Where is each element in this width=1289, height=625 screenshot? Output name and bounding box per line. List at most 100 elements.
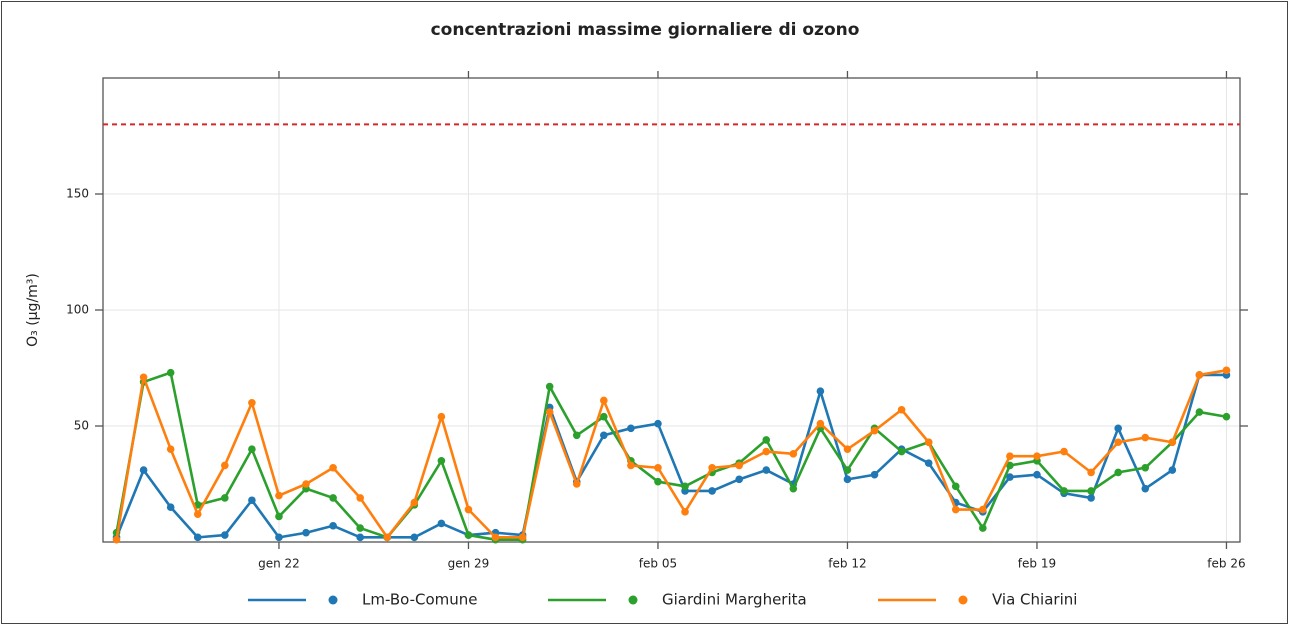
data-point bbox=[600, 412, 608, 421]
data-point bbox=[1087, 468, 1095, 477]
data-point bbox=[518, 533, 527, 542]
legend-label: Giardini Margherita bbox=[662, 591, 807, 609]
x-tick-label: feb 05 bbox=[639, 557, 677, 571]
data-point bbox=[1087, 487, 1095, 495]
data-point bbox=[1168, 466, 1177, 474]
data-point bbox=[870, 470, 879, 479]
data-point bbox=[762, 447, 771, 456]
data-point bbox=[248, 445, 256, 454]
data-point bbox=[302, 480, 310, 488]
data-point bbox=[1195, 371, 1204, 379]
legend-marker bbox=[958, 595, 968, 605]
data-point bbox=[356, 524, 364, 532]
data-point bbox=[1060, 487, 1068, 495]
data-point bbox=[221, 461, 229, 470]
data-point bbox=[1195, 408, 1204, 416]
data-point bbox=[221, 531, 229, 539]
data-point bbox=[166, 503, 175, 512]
data-point bbox=[166, 445, 175, 454]
data-point bbox=[600, 396, 608, 405]
series-line bbox=[115, 371, 1227, 541]
data-point bbox=[329, 521, 337, 530]
data-point bbox=[843, 466, 852, 474]
data-point bbox=[1006, 461, 1014, 470]
data-point bbox=[491, 533, 500, 542]
data-point bbox=[166, 368, 175, 377]
data-point bbox=[789, 484, 798, 493]
data-point bbox=[1222, 412, 1231, 421]
data-point bbox=[275, 491, 283, 500]
data-point bbox=[924, 459, 933, 467]
data-point bbox=[627, 424, 635, 433]
data-point bbox=[1060, 447, 1068, 456]
plot-frame bbox=[102, 77, 1241, 543]
data-point bbox=[139, 466, 148, 474]
x-tick-label: feb 26 bbox=[1207, 557, 1245, 571]
data-point bbox=[275, 512, 283, 521]
data-point bbox=[762, 466, 771, 474]
data-point bbox=[1114, 424, 1122, 433]
data-point bbox=[193, 510, 202, 518]
legend-marker bbox=[328, 595, 338, 605]
data-point bbox=[654, 463, 662, 472]
legend-marker bbox=[628, 595, 638, 605]
data-point bbox=[356, 494, 364, 502]
data-point bbox=[275, 533, 283, 542]
data-point bbox=[1033, 452, 1041, 460]
data-point bbox=[1141, 463, 1150, 472]
data-point bbox=[356, 533, 364, 542]
data-point bbox=[951, 482, 960, 491]
data-point bbox=[572, 480, 581, 488]
data-point bbox=[681, 508, 689, 516]
legend-label: Lm-Bo-Comune bbox=[362, 591, 478, 609]
x-tick-label: gen 29 bbox=[448, 557, 490, 571]
data-point bbox=[221, 494, 229, 502]
data-point bbox=[383, 533, 392, 542]
data-point bbox=[708, 487, 716, 495]
data-point bbox=[1141, 433, 1150, 442]
chart-title: concentrazioni massime giornaliere di oz… bbox=[431, 20, 860, 40]
data-point bbox=[735, 461, 743, 470]
y-tick-label: 100 bbox=[66, 303, 89, 317]
data-point bbox=[112, 535, 121, 544]
data-point bbox=[681, 482, 689, 491]
x-tick-label: gen 22 bbox=[258, 557, 300, 571]
data-point bbox=[627, 461, 635, 470]
data-point bbox=[1006, 452, 1014, 460]
data-point bbox=[654, 477, 662, 486]
data-point bbox=[193, 533, 202, 542]
data-point bbox=[816, 387, 825, 396]
y-tick-label: 150 bbox=[66, 187, 89, 201]
data-point bbox=[654, 419, 662, 428]
data-point bbox=[1141, 484, 1150, 493]
data-point bbox=[951, 505, 960, 514]
data-point bbox=[1087, 494, 1095, 502]
x-tick-label: feb 12 bbox=[828, 557, 866, 571]
data-point bbox=[302, 528, 310, 537]
data-point bbox=[1222, 366, 1231, 375]
data-point bbox=[464, 505, 473, 514]
data-point bbox=[843, 445, 852, 454]
data-point bbox=[789, 450, 798, 458]
data-point bbox=[410, 533, 419, 542]
y-axis-label: O₃ (μg/m³) bbox=[25, 273, 41, 347]
legend-label: Via Chiarini bbox=[992, 591, 1077, 609]
data-point bbox=[437, 412, 446, 421]
data-point bbox=[139, 373, 148, 382]
data-point bbox=[897, 405, 906, 414]
data-point bbox=[545, 408, 554, 416]
data-point bbox=[870, 426, 879, 435]
data-point bbox=[437, 519, 446, 528]
data-point bbox=[897, 447, 906, 456]
data-point bbox=[600, 431, 608, 440]
data-point bbox=[762, 436, 771, 444]
data-point bbox=[1168, 438, 1177, 447]
series-line bbox=[115, 373, 1227, 539]
data-point bbox=[464, 531, 473, 539]
x-tick-label: feb 19 bbox=[1018, 557, 1056, 571]
data-point bbox=[329, 494, 337, 502]
series-line bbox=[115, 369, 1227, 540]
data-point bbox=[735, 475, 743, 484]
